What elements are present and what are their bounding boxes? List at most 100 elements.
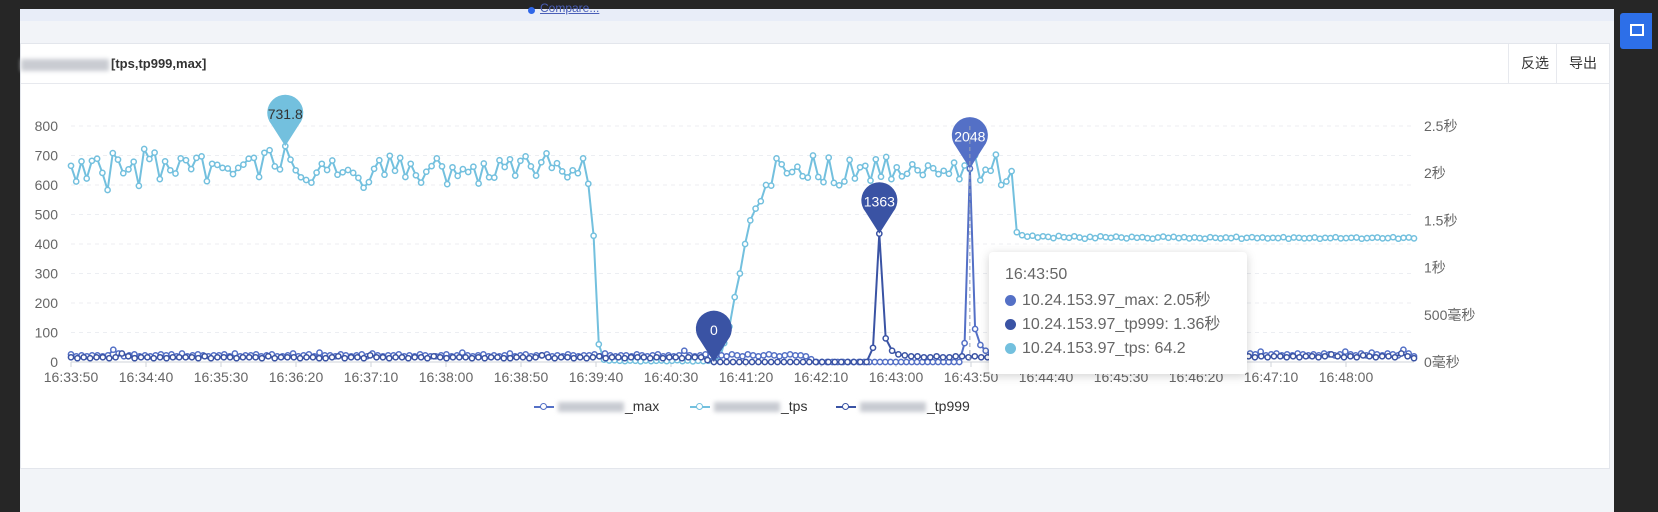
data-point — [1029, 232, 1036, 240]
data-point — [920, 353, 928, 361]
data-point — [144, 353, 151, 361]
data-point — [118, 350, 126, 357]
data-point — [433, 155, 441, 162]
data-point — [349, 169, 357, 177]
data-point — [302, 176, 310, 184]
data-point — [1410, 354, 1418, 362]
data-point — [926, 353, 934, 361]
data-point — [1295, 234, 1303, 242]
data-point — [125, 166, 132, 173]
data-point — [678, 354, 686, 362]
data-point — [1039, 232, 1047, 240]
legend-item-max[interactable]: _max — [534, 396, 659, 416]
data-point — [396, 154, 404, 162]
data-point — [1149, 235, 1157, 243]
data-point — [360, 354, 368, 362]
legend-label: _tp999 — [927, 398, 970, 414]
data-point — [175, 353, 183, 361]
data-point — [731, 293, 739, 301]
legend-item-tps[interactable]: _tps — [690, 396, 807, 416]
data-point — [850, 358, 858, 366]
window-frame-top — [0, 0, 1658, 9]
window-frame-left — [0, 0, 20, 512]
data-point — [783, 169, 791, 177]
data-point — [1128, 233, 1136, 241]
data-point — [470, 163, 477, 171]
data-point — [386, 152, 394, 160]
data-point — [888, 347, 896, 355]
tooltip-row-max: 10.24.153.97_max: 2.05秒 — [1005, 289, 1231, 313]
data-point — [177, 155, 185, 162]
y-right-tick-label: 500毫秒 — [1424, 307, 1475, 323]
data-point — [373, 353, 380, 361]
data-point — [109, 346, 117, 354]
data-point — [422, 168, 430, 176]
data-point — [799, 172, 806, 180]
data-point — [1107, 234, 1115, 242]
data-point — [74, 354, 81, 362]
data-point — [131, 354, 138, 362]
data-point — [1050, 234, 1057, 242]
data-point — [172, 170, 179, 177]
export-button[interactable]: 导出 — [1556, 44, 1609, 83]
data-point — [672, 353, 680, 361]
data-point — [407, 160, 415, 168]
data-point — [203, 177, 211, 185]
data-point — [458, 349, 466, 356]
data-point — [1400, 234, 1407, 242]
data-point — [1170, 233, 1177, 241]
data-point — [781, 352, 789, 359]
data-point — [462, 353, 469, 361]
data-point — [773, 155, 780, 162]
data-point — [1175, 234, 1183, 242]
card-title: [tps,tp999,max] — [21, 56, 206, 71]
data-point — [892, 358, 900, 366]
data-point — [402, 173, 409, 181]
data-point — [99, 353, 107, 361]
side-panel-tab[interactable] — [1620, 13, 1652, 49]
data-point — [475, 353, 482, 361]
data-point — [1389, 233, 1397, 241]
data-point — [290, 353, 298, 361]
data-point — [1368, 234, 1376, 242]
data-point — [151, 149, 158, 156]
data-point — [1222, 234, 1230, 241]
x-tick-label: 16:38:00 — [419, 369, 474, 385]
data-point — [755, 358, 762, 366]
legend-label: _tps — [781, 398, 808, 414]
data-point — [296, 354, 304, 362]
data-point — [602, 354, 610, 362]
data-point — [728, 351, 736, 358]
data-point — [958, 352, 966, 360]
data-point — [105, 354, 113, 362]
data-point — [746, 217, 754, 224]
data-point — [867, 177, 874, 184]
invert-selection-button[interactable]: 反选 — [1508, 44, 1561, 83]
x-tick-label: 16:39:40 — [569, 369, 624, 385]
data-point — [150, 354, 158, 362]
data-point — [564, 173, 571, 181]
data-point — [1264, 235, 1272, 242]
data-point — [1227, 234, 1235, 242]
x-tick-label: 16:33:50 — [44, 369, 99, 385]
data-point — [543, 150, 550, 157]
data-point — [309, 353, 317, 361]
data-point — [1102, 233, 1110, 241]
data-point — [1232, 233, 1240, 241]
data-point — [583, 354, 590, 362]
x-tick-label: 16:47:10 — [1244, 369, 1299, 385]
compare-link[interactable]: Compare... — [540, 1, 600, 15]
legend-item-tp999[interactable]: _tp999 — [836, 396, 970, 416]
data-point — [901, 352, 909, 359]
data-point — [424, 354, 431, 362]
data-point — [287, 156, 294, 163]
data-point — [430, 352, 438, 360]
data-point — [794, 163, 801, 171]
data-point — [982, 347, 990, 355]
data-point — [114, 156, 122, 163]
data-point — [987, 167, 995, 175]
data-point — [1008, 167, 1015, 175]
data-point — [67, 353, 75, 361]
data-point — [266, 146, 273, 154]
